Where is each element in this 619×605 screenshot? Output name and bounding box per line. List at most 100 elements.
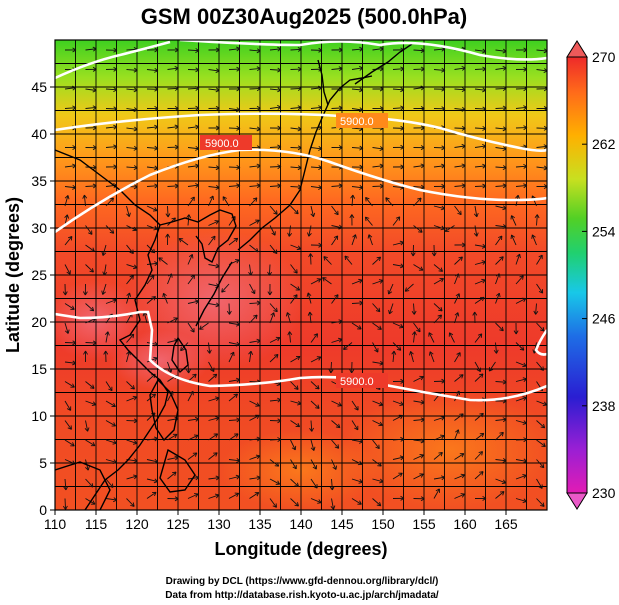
wind-vector-head [523, 437, 528, 443]
wind-vector [228, 459, 240, 462]
wind-vector-head [310, 212, 316, 218]
wind-vector-head [132, 264, 138, 270]
wind-vector-head [195, 124, 200, 130]
wind-vector [249, 184, 261, 187]
coastline-sakhalin [317, 59, 329, 106]
wind-vector [331, 294, 339, 304]
wind-vector [208, 397, 220, 402]
wind-vector-head [174, 86, 179, 91]
wind-vector-head [404, 287, 410, 292]
wind-vector-head [273, 307, 278, 313]
wind-vector-head [215, 185, 220, 190]
wind-vector-head [521, 297, 527, 303]
wind-vector [515, 439, 528, 441]
wind-vector-head [67, 425, 72, 430]
wind-vector-head [236, 46, 241, 52]
wind-vector-head [89, 306, 95, 312]
wind-vector [351, 67, 363, 70]
orange-patch-shading [340, 390, 547, 510]
wind-vector-head [417, 197, 422, 203]
wind-vector-head [460, 473, 466, 479]
wind-vector-head [379, 478, 384, 484]
wind-vector-head [158, 257, 163, 262]
wind-vector [249, 492, 259, 499]
wind-vector [146, 478, 158, 483]
wind-vector-head [482, 66, 487, 72]
wind-vector [474, 432, 485, 441]
wind-vector-head [337, 337, 343, 343]
wind-vector [290, 356, 301, 363]
wind-vector [126, 108, 138, 111]
wind-vector [126, 69, 138, 71]
wind-vector [187, 452, 198, 460]
wind-vector-head [461, 87, 466, 93]
wind-vector [536, 498, 545, 507]
wind-vector-head [273, 210, 278, 215]
wind-vector [454, 429, 459, 441]
wind-vector-head [334, 444, 340, 449]
wind-vector [228, 351, 235, 363]
wind-vector [290, 283, 300, 291]
wind-vector-head [256, 105, 261, 111]
wind-vector [167, 205, 169, 218]
wind-vector [126, 351, 130, 363]
wind-vector [268, 264, 271, 276]
wind-vector-head [109, 197, 114, 202]
wind-vector [126, 88, 138, 91]
wind-vector-head [431, 252, 437, 257]
wind-vector-head [538, 484, 543, 489]
wind-vector-head [359, 65, 364, 71]
wind-vector-head [297, 47, 302, 52]
wind-vector [533, 342, 537, 354]
wind-vector-head [270, 312, 276, 317]
wind-vector [495, 459, 507, 462]
wind-vector-head [188, 254, 194, 259]
wind-vector [515, 106, 527, 109]
x-tick-label: 160 [453, 516, 477, 532]
wind-vector-head [235, 474, 240, 480]
wind-vector [351, 498, 362, 505]
wind-vector-head [440, 475, 446, 481]
wind-vector-head [455, 429, 460, 434]
wind-vector-head [458, 256, 463, 261]
wind-vector-head [297, 105, 302, 111]
colorbar-top-arrow [566, 40, 588, 58]
wind-vector-head [399, 401, 404, 406]
wind-vector [199, 322, 209, 330]
wind-vector-head [457, 210, 462, 216]
wind-vector-head [399, 323, 404, 329]
wind-vector-head [256, 126, 261, 132]
wind-vector [372, 498, 382, 507]
wind-vector-head [493, 349, 499, 354]
wind-vector [290, 106, 302, 109]
wind-vector [449, 332, 455, 343]
wind-vector-head [438, 452, 443, 457]
wind-vector [105, 381, 113, 391]
wind-vector [146, 126, 158, 129]
wind-vector-head [399, 455, 405, 461]
wind-vector [228, 475, 240, 480]
wind-vector-head [84, 427, 90, 432]
wind-vector-head [523, 105, 528, 111]
wind-vector [187, 184, 199, 187]
wind-vector-head [441, 163, 446, 169]
wind-vector-head [254, 492, 260, 497]
wind-vector-head [338, 319, 343, 325]
wind-vector [433, 476, 445, 480]
wind-vector-head [226, 310, 232, 315]
wind-vector [351, 147, 364, 149]
wind-vector [249, 264, 252, 276]
wind-vector-head [399, 263, 405, 269]
wind-vector-head [112, 440, 117, 445]
coastline-kurils [354, 43, 413, 85]
wind-vector-head [400, 87, 405, 93]
wind-vector-head [420, 163, 425, 169]
wind-vector [290, 459, 297, 470]
wind-vector [228, 237, 238, 246]
wind-vector-head [472, 311, 478, 316]
wind-vector-head [400, 164, 405, 170]
wind-vector [288, 225, 291, 237]
wind-vector [454, 67, 466, 70]
wind-vector [146, 412, 156, 421]
wind-vector [126, 333, 135, 343]
